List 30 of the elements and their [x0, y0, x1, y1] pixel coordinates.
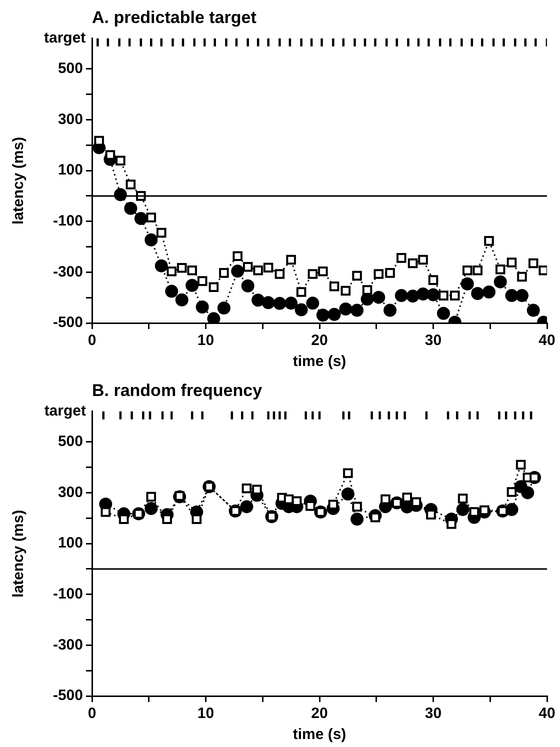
y-tick-label: 100	[58, 162, 83, 179]
y-axis-title: latency (ms)	[10, 510, 28, 598]
y-tick-label: 500	[58, 60, 83, 78]
x-tick-label: 40	[538, 705, 556, 722]
chart-title: A. predictable target	[92, 8, 257, 27]
x-tick-label: 30	[424, 705, 442, 722]
x-axis-title: time (s)	[292, 353, 346, 370]
y-tick-label: 500	[58, 433, 83, 450]
y-tick-label: 300	[58, 484, 83, 501]
y-tick-label: -300	[52, 263, 83, 280]
y-tick-label: -500	[52, 314, 83, 332]
y-tick-label: -300	[52, 636, 83, 654]
chart-title: B. random frequency	[92, 380, 263, 400]
series-label: target	[44, 30, 86, 47]
x-tick-label: 0	[88, 332, 96, 350]
y-axis-title: latency (ms)	[10, 136, 28, 224]
x-tick-label: 30	[424, 332, 442, 350]
y-tick-label: -500	[52, 687, 83, 704]
x-tick-label: 20	[311, 332, 328, 350]
x-tick-label: 40	[538, 332, 556, 350]
x-tick-label: 0	[88, 705, 96, 722]
x-tick-label: 10	[197, 332, 214, 350]
y-tick-label: 300	[58, 110, 83, 128]
y-tick-label: -100	[52, 212, 83, 230]
series-label: target	[44, 402, 86, 420]
y-tick-label: -100	[52, 586, 83, 602]
x-tick-label: 10	[197, 705, 214, 722]
x-tick-label: 20	[311, 705, 328, 722]
x-axis-title: time (s)	[292, 726, 346, 744]
y-tick-label: 100	[58, 534, 83, 552]
